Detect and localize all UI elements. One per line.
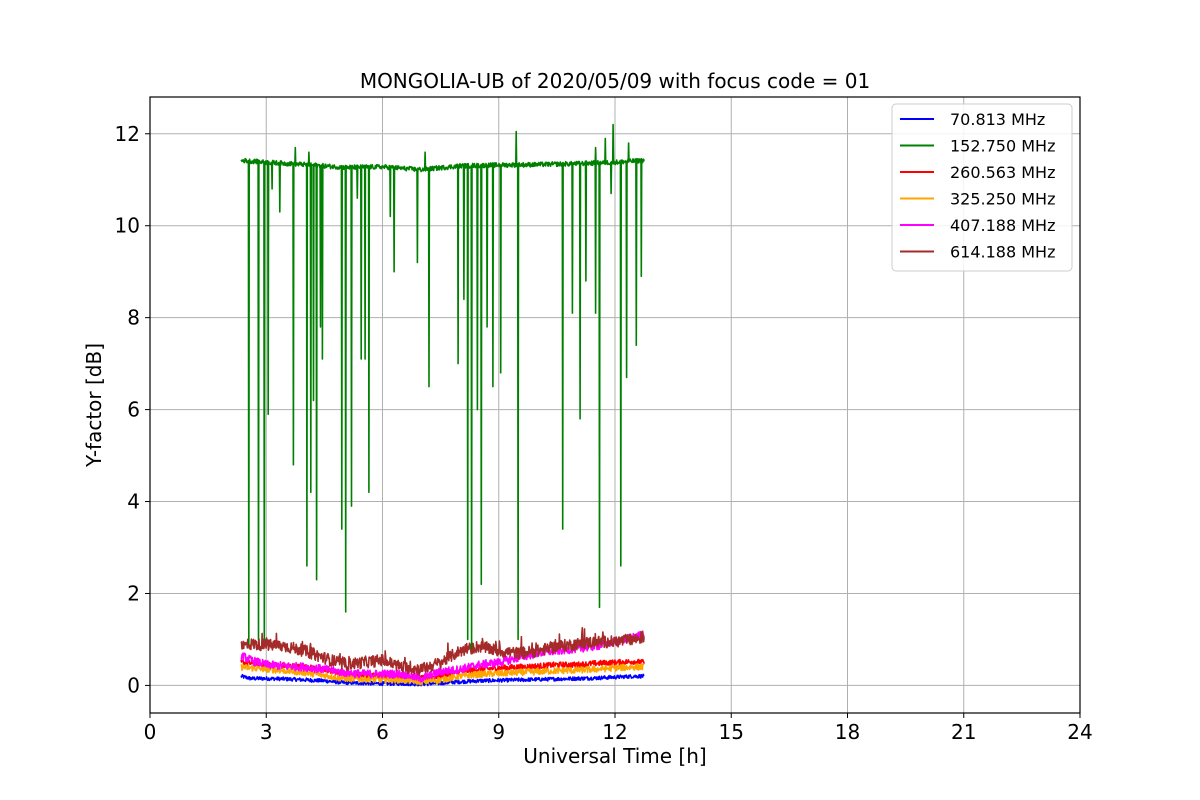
legend-entry-label: 70.813 MHz [950, 110, 1045, 129]
legend-entry-label: 325.250 MHz [950, 190, 1055, 209]
series-line-325-250-mhz [240, 663, 645, 686]
series-line-70-813-mhz [240, 673, 645, 687]
legend-entry-label: 614.188 MHz [950, 243, 1055, 262]
legend-entry-label: 260.563 MHz [950, 163, 1055, 182]
x-tick-label: 21 [951, 720, 976, 744]
y-axis-label: Y-factor [dB] [82, 343, 106, 468]
legend-box [891, 103, 1073, 272]
y-tick-label: 10 [115, 214, 140, 238]
y-tick-label: 0 [127, 673, 140, 697]
x-tick-label: 12 [602, 720, 627, 744]
x-tick-label: 15 [719, 720, 744, 744]
x-tick-label: 18 [835, 720, 860, 744]
y-tick-label: 12 [115, 122, 140, 146]
legend: 70.813 MHz 152.750 MHz 260.563 MHz 325.250 … [891, 103, 1073, 272]
y-tick-label: 8 [127, 306, 140, 330]
y-tick-label: 2 [127, 581, 140, 605]
x-tick-label: 24 [1067, 720, 1092, 744]
x-tick-label: 0 [144, 720, 157, 744]
y-tick-label: 4 [127, 490, 140, 514]
legend-entry-label: 407.188 MHz [950, 216, 1055, 235]
x-tick-label: 6 [376, 720, 389, 744]
x-axis-label: Universal Time [h] [523, 744, 706, 768]
y-tick-label: 6 [127, 398, 140, 422]
series-line-152-750-mhz [240, 123, 645, 650]
legend-entry-label: 152.750 MHz [950, 137, 1055, 156]
chart-title: MONGOLIA-UB of 2020/05/09 with focus cod… [360, 69, 870, 93]
series-group [240, 123, 645, 687]
series-line-614-188-mhz [240, 627, 645, 676]
x-tick-label: 9 [492, 720, 505, 744]
x-tick-label: 3 [260, 720, 273, 744]
